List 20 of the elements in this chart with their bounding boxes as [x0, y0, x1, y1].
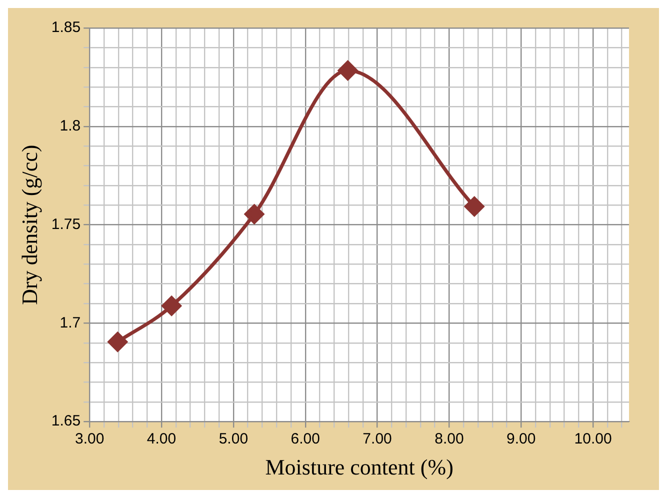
point [108, 332, 128, 352]
x-tick-label: 9.00 [506, 430, 536, 448]
y-tick-label: 1.8 [60, 118, 81, 135]
point [244, 204, 264, 224]
x-tick-label: 8.00 [434, 430, 464, 448]
point [162, 296, 182, 316]
x-axis-title: Moisture content (%) [265, 454, 454, 480]
x-tick-label: 4.00 [146, 430, 176, 448]
point [338, 60, 358, 80]
y-tick-label: 1.65 [51, 412, 81, 430]
y-tick-label: 1.85 [51, 19, 81, 36]
point [464, 196, 484, 216]
x-tick-label: 7.00 [362, 430, 392, 448]
x-tick-label: 5.00 [218, 430, 248, 448]
x-tick-label: 3.00 [74, 430, 104, 448]
y-tick-label: 1.75 [51, 216, 81, 233]
x-tick-label: 6.00 [290, 430, 320, 448]
y-axis-title: Dry density (g/cc) [16, 144, 42, 305]
y-tick-label: 1.7 [60, 314, 81, 332]
x-tick-label: 10.00 [574, 430, 612, 448]
